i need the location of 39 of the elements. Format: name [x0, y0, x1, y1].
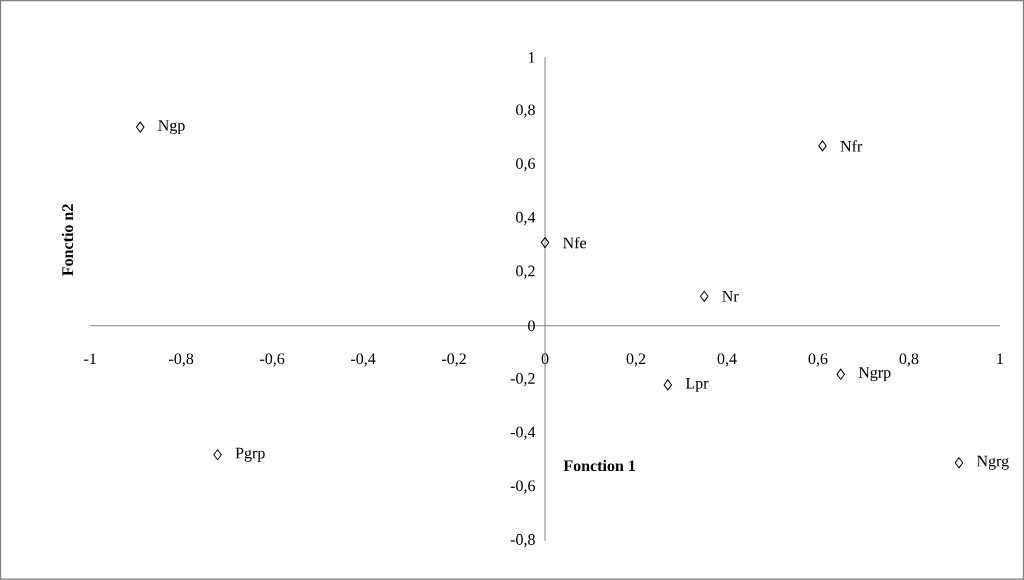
x-tick-label: -0,8 — [169, 353, 194, 367]
x-tick-label: 0,6 — [808, 353, 828, 367]
y-tick-label: 1 — [528, 52, 535, 63]
annotation: Pgrp — [235, 447, 265, 462]
y-tick-label: -0,8 — [510, 534, 535, 548]
annotation: Nfe — [563, 237, 587, 249]
point — [699, 290, 709, 302]
x-tick-label: 0 — [541, 353, 549, 365]
point — [540, 237, 550, 249]
annotation: Lpr — [685, 378, 709, 393]
y-tick-label: 0,2 — [516, 265, 535, 279]
point — [954, 457, 964, 469]
y-tick-label: 0,4 — [516, 212, 536, 226]
x-tick-label: -0,6 — [260, 353, 285, 367]
x-tick-label: 1 — [997, 353, 1003, 365]
annotation: Ngrp — [858, 367, 891, 382]
point — [836, 368, 845, 380]
point — [135, 121, 145, 133]
x-tick-label: 0,2 — [626, 353, 646, 367]
point — [818, 140, 827, 152]
y-tick-label: 0,6 — [516, 158, 536, 172]
x-tick-label: 0,8 — [899, 353, 919, 367]
x-tick-label: -0,4 — [351, 353, 376, 367]
annotation: Nfr — [840, 140, 863, 152]
x-tick-label: 0,4 — [717, 353, 737, 367]
y-tick-label: 0 — [528, 320, 535, 332]
x-axis-title: Fonction 1 — [563, 460, 636, 472]
annotation: Ngp — [158, 120, 185, 135]
y-tick-label: -0,4 — [510, 426, 536, 440]
y-tick-label: -0,2 — [510, 373, 535, 387]
y-tick-label: 0,8 — [516, 104, 535, 118]
y-tick-label: -0,6 — [510, 480, 536, 494]
x-tick-label: -1 — [84, 353, 96, 365]
y-axis-title: Fonctio n2 — [61, 204, 74, 277]
x-tick-label: -0,2 — [441, 353, 466, 367]
point — [213, 449, 222, 461]
annotation: Nr — [722, 291, 739, 302]
annotation: Ngrg — [976, 455, 1009, 470]
point — [663, 379, 673, 391]
